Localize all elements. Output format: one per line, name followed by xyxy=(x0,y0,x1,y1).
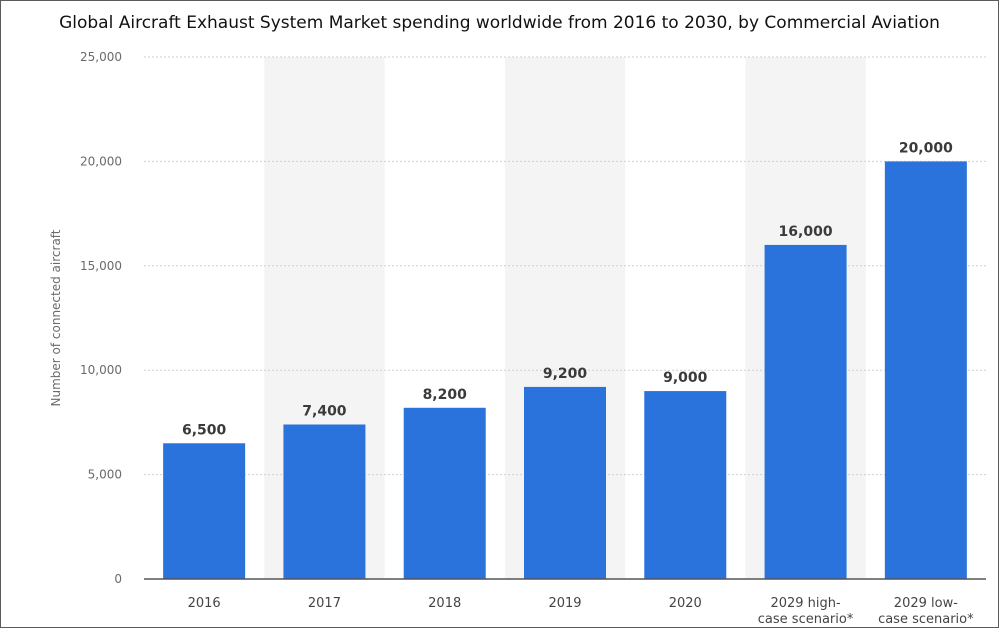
data-label: 16,000 xyxy=(779,224,833,240)
data-label: 8,200 xyxy=(423,387,468,403)
x-tick-label: case scenario* xyxy=(878,612,974,627)
bar xyxy=(524,386,606,579)
data-label: 6,500 xyxy=(182,422,227,438)
data-label: 9,200 xyxy=(543,366,588,382)
y-tick-label: 25,000 xyxy=(80,50,122,64)
bar xyxy=(884,161,967,579)
y-tick-label: 10,000 xyxy=(80,363,122,377)
x-tick-label: 2029 low- xyxy=(894,596,958,611)
x-tick-label: 2029 high- xyxy=(770,596,841,611)
x-tick-label: 2020 xyxy=(669,596,702,611)
bar xyxy=(764,244,847,580)
data-label: 7,400 xyxy=(302,403,347,419)
x-tick-label: case scenario* xyxy=(758,612,854,627)
data-label: 20,000 xyxy=(899,140,953,156)
bar xyxy=(163,443,246,579)
y-tick-label: 15,000 xyxy=(80,259,122,273)
y-tick-label: 0 xyxy=(114,572,122,586)
bar xyxy=(644,391,727,579)
x-tick-label: 2018 xyxy=(428,596,461,611)
x-tick-label: 2016 xyxy=(188,596,221,611)
y-tick-label: 20,000 xyxy=(80,154,122,168)
x-tick-label: 2017 xyxy=(308,596,341,611)
chart-title: Global Aircraft Exhaust System Market sp… xyxy=(59,13,940,33)
y-tick-label: 5,000 xyxy=(88,468,122,482)
data-label: 9,000 xyxy=(663,370,708,386)
y-axis-label: Number of connected aircraft xyxy=(49,229,63,406)
bar xyxy=(403,407,486,579)
x-tick-label: 2019 xyxy=(548,596,581,611)
bar xyxy=(283,424,366,579)
